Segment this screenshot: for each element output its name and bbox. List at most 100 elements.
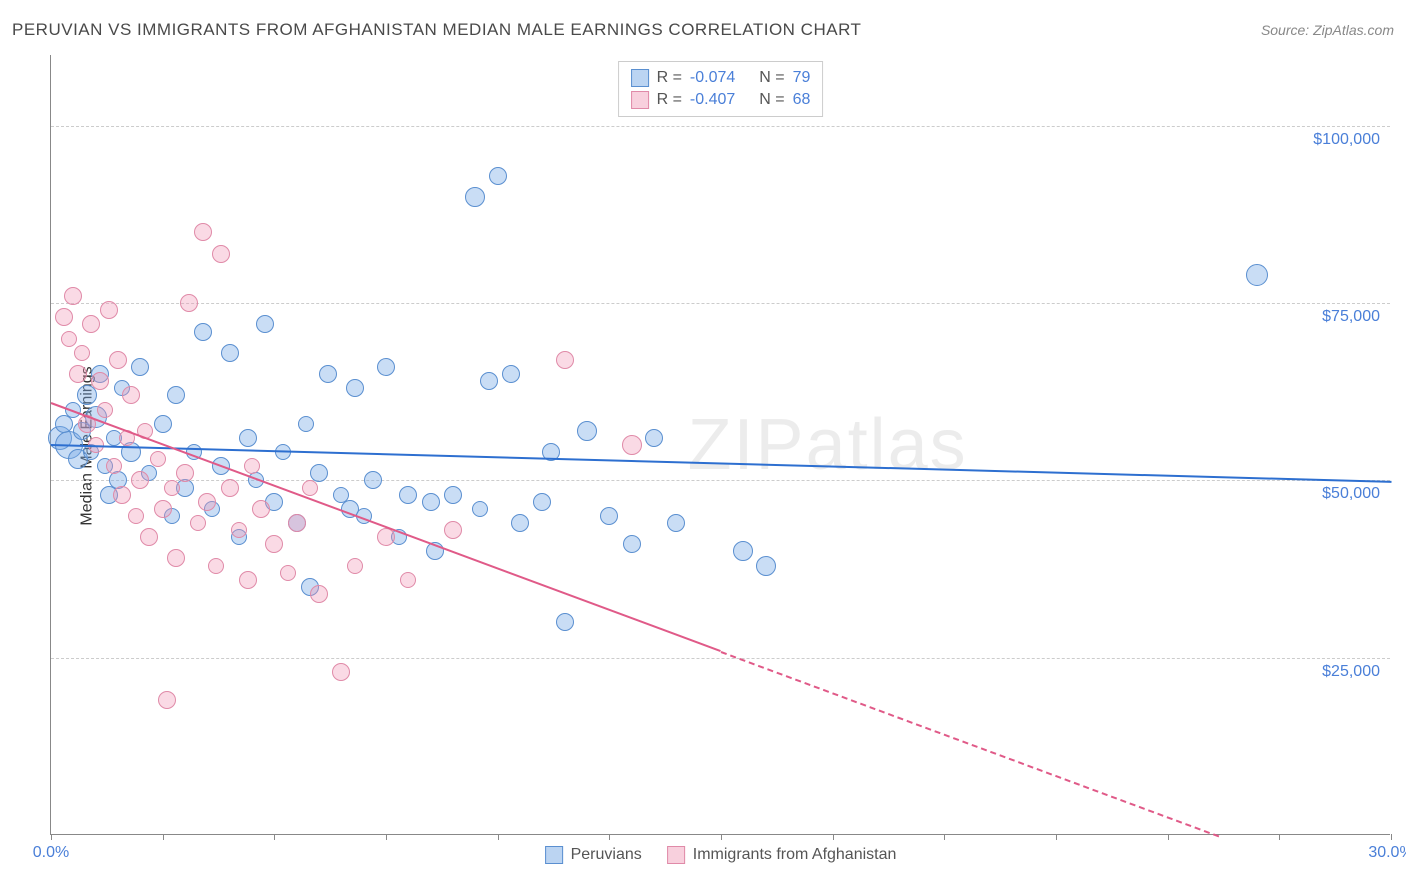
x-tick (274, 834, 275, 840)
r-label: R = (657, 91, 682, 109)
scatter-point (113, 486, 131, 504)
scatter-point (400, 572, 416, 588)
scatter-point (131, 471, 149, 489)
scatter-point (1246, 264, 1268, 286)
x-tick (1168, 834, 1169, 840)
x-tick (944, 834, 945, 840)
scatter-point (319, 365, 337, 383)
legend-row-blue: R = -0.074 N = 79 (631, 67, 811, 89)
scatter-point (180, 294, 198, 312)
scatter-point (288, 514, 306, 532)
scatter-point (194, 323, 212, 341)
y-tick-label: $25,000 (1322, 663, 1380, 681)
series-legend: Peruvians Immigrants from Afghanistan (545, 846, 897, 864)
chart-header: PERUVIAN VS IMMIGRANTS FROM AFGHANISTAN … (12, 20, 1394, 40)
scatter-point (444, 521, 462, 539)
scatter-point (194, 223, 212, 241)
scatter-point (231, 522, 247, 538)
swatch-pink-icon (631, 91, 649, 109)
scatter-point (74, 345, 90, 361)
scatter-point (265, 535, 283, 553)
scatter-point (55, 308, 73, 326)
scatter-point (556, 613, 574, 631)
x-tick (498, 834, 499, 840)
scatter-point (622, 435, 642, 455)
trend-line (721, 651, 1219, 837)
r-value-blue: -0.074 (690, 69, 735, 87)
y-tick-label: $100,000 (1313, 131, 1380, 149)
legend-label: Peruvians (571, 846, 642, 864)
gridline (51, 303, 1390, 304)
scatter-point (208, 558, 224, 574)
r-value-pink: -0.407 (690, 91, 735, 109)
correlation-legend: R = -0.074 N = 79 R = -0.407 N = 68 (618, 61, 824, 117)
scatter-point (332, 663, 350, 681)
scatter-point (422, 493, 440, 511)
x-tick (609, 834, 610, 840)
scatter-point (645, 429, 663, 447)
scatter-point (239, 429, 257, 447)
y-tick-label: $50,000 (1322, 485, 1380, 503)
legend-label: Immigrants from Afghanistan (693, 846, 897, 864)
scatter-point (252, 500, 270, 518)
scatter-point (489, 167, 507, 185)
scatter-point (667, 514, 685, 532)
n-value-pink: 68 (793, 91, 811, 109)
scatter-point (256, 315, 274, 333)
swatch-pink-icon (667, 846, 685, 864)
x-tick (1279, 834, 1280, 840)
source-label: Source: ZipAtlas.com (1261, 22, 1394, 38)
scatter-point (623, 535, 641, 553)
x-tick (721, 834, 722, 840)
scatter-point (154, 500, 172, 518)
scatter-point (128, 508, 144, 524)
y-tick-label: $75,000 (1322, 308, 1380, 326)
scatter-point (221, 344, 239, 362)
x-tick (1056, 834, 1057, 840)
scatter-point (756, 556, 776, 576)
scatter-point (280, 565, 296, 581)
scatter-point (302, 480, 318, 496)
scatter-point (190, 515, 206, 531)
scatter-point (377, 358, 395, 376)
scatter-point (131, 358, 149, 376)
scatter-point (106, 458, 122, 474)
scatter-point (733, 541, 753, 561)
scatter-point (310, 585, 328, 603)
scatter-point (109, 351, 127, 369)
scatter-point (399, 486, 417, 504)
gridline (51, 658, 1390, 659)
scatter-point (97, 402, 113, 418)
scatter-point (55, 415, 73, 433)
n-value-blue: 79 (793, 69, 811, 87)
scatter-point (577, 421, 597, 441)
scatter-point (82, 315, 100, 333)
r-label: R = (657, 69, 682, 87)
x-tick (163, 834, 164, 840)
legend-item-peruvians: Peruvians (545, 846, 642, 864)
scatter-point (122, 386, 140, 404)
scatter-point (472, 501, 488, 517)
scatter-point (158, 691, 176, 709)
scatter-point (176, 464, 194, 482)
scatter-point (100, 301, 118, 319)
scatter-point (164, 480, 180, 496)
gridline (51, 126, 1390, 127)
scatter-point (198, 493, 216, 511)
scatter-point (444, 486, 462, 504)
x-tick (1391, 834, 1392, 840)
scatter-point (298, 416, 314, 432)
scatter-point (465, 187, 485, 207)
scatter-point (239, 571, 257, 589)
scatter-point (502, 365, 520, 383)
scatter-point (480, 372, 498, 390)
watermark-text: ZIPatlas (688, 404, 968, 486)
chart-title: PERUVIAN VS IMMIGRANTS FROM AFGHANISTAN … (12, 20, 861, 40)
scatter-point (91, 372, 109, 390)
legend-row-pink: R = -0.407 N = 68 (631, 89, 811, 111)
scatter-point (533, 493, 551, 511)
scatter-point (64, 287, 82, 305)
scatter-point (346, 379, 364, 397)
scatter-point (556, 351, 574, 369)
x-tick (386, 834, 387, 840)
